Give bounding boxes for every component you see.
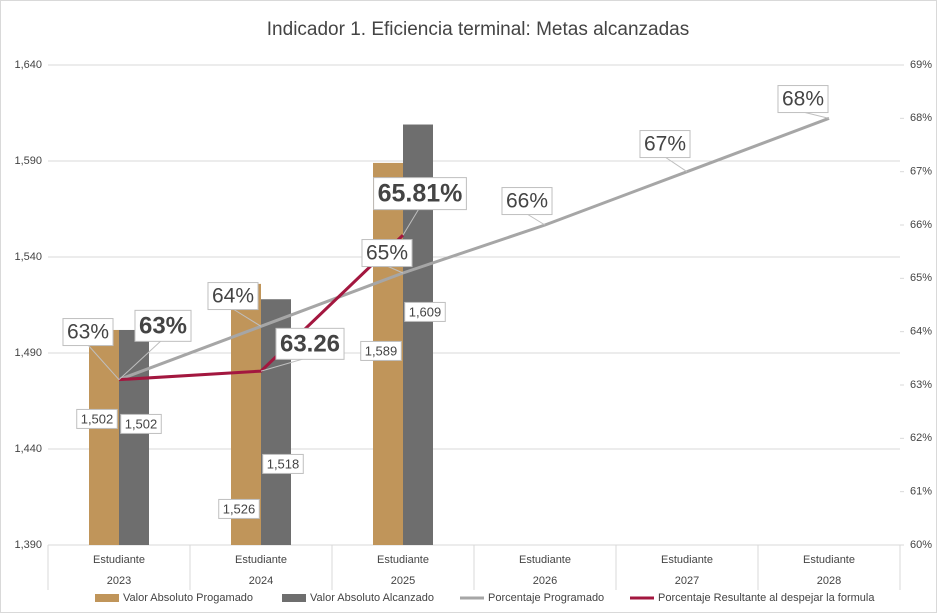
y2-tick-label: 66% <box>910 219 932 231</box>
y2-tick-label: 60% <box>910 539 932 551</box>
legend-swatch <box>282 594 306 602</box>
line-value-label-box <box>134 309 192 342</box>
leader-line <box>118 338 164 381</box>
leader-line <box>526 213 546 226</box>
bar-value-label-box <box>120 413 162 434</box>
bar-value-label-box <box>76 408 118 429</box>
y2-tick-label: 65% <box>910 272 932 284</box>
x-group-label: 2025 <box>391 575 415 587</box>
bar-value-label-box <box>404 301 446 322</box>
y-tick-label: 1,590 <box>14 155 42 167</box>
legend-label: Valor Absoluto Alcanzado <box>310 592 434 604</box>
x-tick-label: Estudiante <box>519 554 571 566</box>
leader-line <box>664 156 688 173</box>
line-value-label-box <box>501 187 553 216</box>
line-value-label: 65.81% <box>378 180 463 208</box>
bar-value-label: 1,526 <box>223 501 256 516</box>
x-tick-label: Estudiante <box>377 554 429 566</box>
y2-tick-label: 63% <box>910 379 932 391</box>
line <box>118 116 830 382</box>
legend-label: Porcentaje Resultante al despejar la for… <box>658 592 875 604</box>
y-tick-label: 1,390 <box>14 539 42 551</box>
y2-tick-label: 64% <box>910 326 932 338</box>
bar-value-label: 1,502 <box>81 411 114 426</box>
bar <box>89 329 119 545</box>
line-value-label: 68% <box>782 88 824 111</box>
line-value-label-box <box>639 130 691 159</box>
line-value-label-box <box>373 177 467 211</box>
y2-tick-label: 69% <box>910 59 932 71</box>
leader-line <box>802 111 830 119</box>
line-value-label: 64% <box>212 285 254 308</box>
bar-value-label: 1,502 <box>125 416 158 431</box>
y2-tick-label: 67% <box>910 166 932 178</box>
bar-value-label-box <box>218 498 260 519</box>
leader-line <box>386 265 404 274</box>
legend-label: Valor Absoluto Progamado <box>123 592 253 604</box>
x-tick-label: Estudiante <box>235 554 287 566</box>
line-value-label: 65% <box>366 242 408 265</box>
y-tick-label: 1,490 <box>14 347 42 359</box>
x-group-label: 2027 <box>675 575 699 587</box>
chart-title: Indicador 1. Eficiencia terminal: Metas … <box>267 19 689 40</box>
bar-value-label-box <box>360 340 402 361</box>
x-group-label: 2024 <box>249 575 273 587</box>
leader-line <box>87 344 120 380</box>
line-value-label: 67% <box>644 133 686 156</box>
y2-tick-label: 61% <box>910 486 932 498</box>
x-tick-label: Estudiante <box>661 554 713 566</box>
leader-line <box>402 206 421 236</box>
x-tick-label: Estudiante <box>93 554 145 566</box>
legend-label: Porcentaje Programado <box>488 592 604 604</box>
line-value-label-box <box>275 327 345 360</box>
line-value-label-box <box>62 318 114 347</box>
x-group-label: 2023 <box>107 575 131 587</box>
line-value-label-box <box>777 85 829 114</box>
x-group-label: 2028 <box>817 575 841 587</box>
bar-value-label: 1,518 <box>267 456 300 471</box>
line-value-label: 66% <box>506 190 548 213</box>
bar-value-label: 1,589 <box>365 343 398 358</box>
x-group-label: 2026 <box>533 575 557 587</box>
bar-value-label-box <box>262 453 304 474</box>
bar-value-label: 1,609 <box>409 304 442 319</box>
legend-swatch <box>95 594 119 602</box>
bar <box>119 329 149 545</box>
x-tick-label: Estudiante <box>803 554 855 566</box>
line-value-label: 63.26 <box>280 330 340 357</box>
line-value-label-box <box>361 239 413 268</box>
leader-line <box>232 308 262 327</box>
line-value-label: 63% <box>67 321 109 344</box>
line-value-label: 63% <box>139 312 187 339</box>
y-tick-label: 1,540 <box>14 251 42 263</box>
y2-tick-label: 62% <box>910 432 932 444</box>
line-value-label-box <box>207 282 259 311</box>
y-tick-label: 1,440 <box>14 443 42 455</box>
y-tick-label: 1,640 <box>14 59 42 71</box>
y2-tick-label: 68% <box>910 112 932 124</box>
